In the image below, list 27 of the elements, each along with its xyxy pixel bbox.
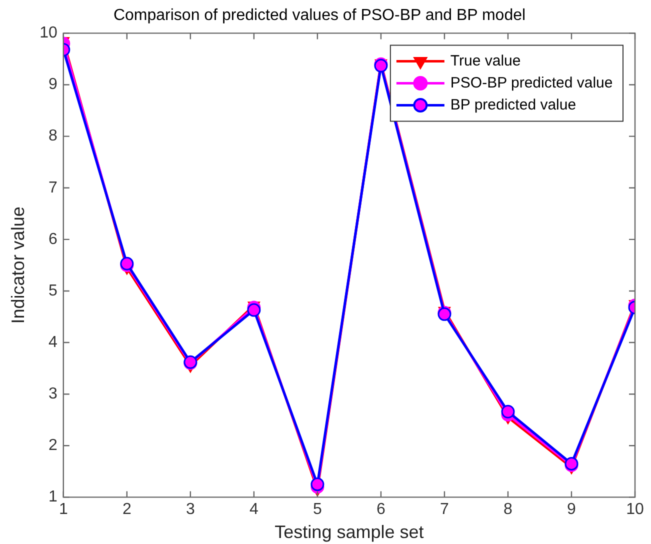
x-tick-label: 5 [312,501,322,518]
y-tick-label: 7 [48,179,58,196]
y-tick-label: 6 [48,230,58,248]
point [247,303,261,317]
chart-title: Comparison of predicted values of PSO-BP and BP model [113,7,526,24]
y-tick-label: 2 [48,437,58,454]
x-tick-label: 10 [626,501,644,518]
x-tick-label: 2 [122,501,132,518]
y-tick-label: 4 [48,334,58,351]
legend-label: True value [450,52,521,70]
legend-label: BP predicted value [450,96,576,114]
x-tick-label: 7 [440,501,450,518]
x-tick-label: 4 [249,501,258,518]
y-tick-label: 8 [48,128,58,145]
x-tick-label: 8 [504,501,513,518]
legend-label: PSO-BP predicted value [450,74,613,92]
y-tick-label: 3 [48,385,58,402]
y-tick-label: 10 [40,24,58,42]
y-tick-label: 9 [48,76,58,94]
y-tick-label: 5 [48,282,58,300]
x-tick-label: 6 [376,501,386,518]
x-tick-label: 3 [186,501,195,518]
y-axis-title: Indicator value [8,206,28,324]
x-axis-title: Testing sample set [274,522,424,542]
y-tick-label: 1 [48,488,58,506]
x-tick-label: 9 [567,501,576,518]
point [501,404,515,418]
